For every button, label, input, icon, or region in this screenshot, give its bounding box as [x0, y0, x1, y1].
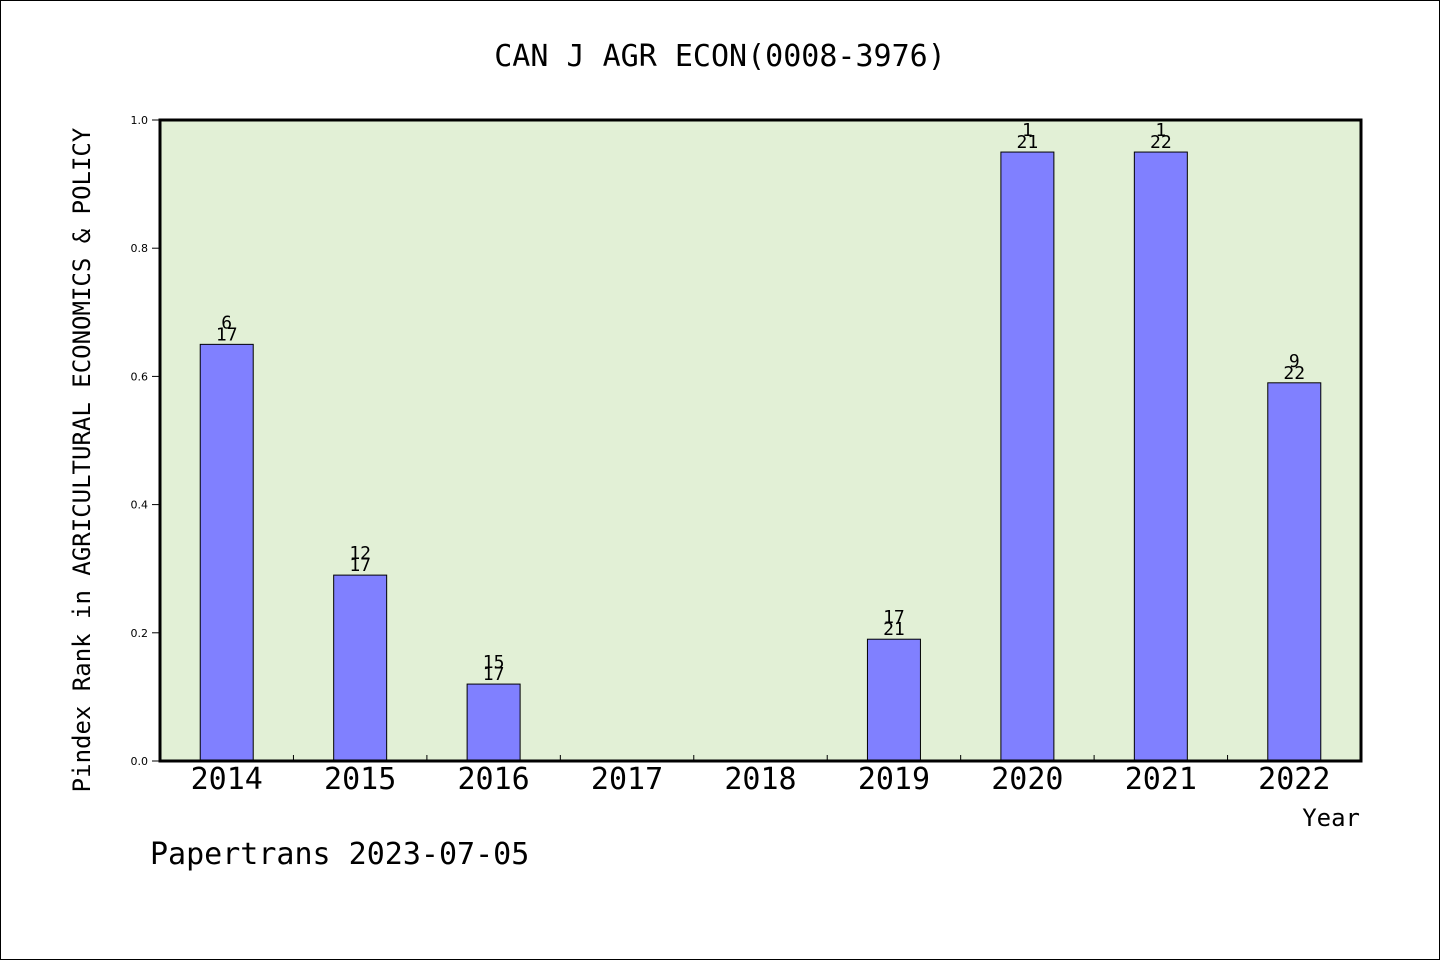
rank-label-2015: 12	[349, 543, 371, 564]
bar-2015	[333, 574, 388, 762]
x-tick-label-2016: 2016	[457, 762, 529, 797]
total-label-2016: 17	[483, 664, 505, 685]
y-tick-label-1.0: 1.0	[131, 114, 149, 127]
x-axis: 2014 2015 2016 2017 2018 2019 2020 2021 2022	[191, 755, 1330, 797]
y-tick-label-0.4: 0.4	[131, 499, 149, 512]
y-tick-label-0.0: 0.0	[131, 755, 149, 768]
y-axis: 0.0 0.2 0.4 0.6 0.8 1.0	[131, 114, 160, 768]
bar-2016	[466, 683, 521, 762]
footer-credit: Papertrans 2023-07-05	[150, 837, 529, 872]
total-label-2014: 17	[216, 324, 238, 345]
rank-label-2022: 9	[1289, 351, 1300, 372]
bar-2020	[1000, 151, 1055, 762]
x-tick-label-2020: 2020	[991, 762, 1063, 797]
y-tick-label-0.8: 0.8	[131, 242, 149, 255]
y-axis-label: Pindex Rank in AGRICULTURAL ECONOMICS & …	[68, 127, 96, 792]
x-tick-label-2022: 2022	[1258, 762, 1330, 797]
x-tick-label-2019: 2019	[858, 762, 930, 797]
bar-2019	[866, 638, 921, 762]
x-tick-label-2017: 2017	[591, 762, 663, 797]
rank-label-2020: 1	[1022, 120, 1033, 141]
y-tick-label-0.2: 0.2	[131, 627, 149, 640]
total-label-2020: 21	[1017, 132, 1039, 153]
bar-2022	[1267, 382, 1322, 762]
rank-label-2016: 15	[483, 652, 505, 673]
bar-2014	[199, 343, 254, 762]
x-tick-label-2015: 2015	[324, 762, 396, 797]
total-label-2021: 22	[1150, 132, 1172, 153]
plot-border	[158, 118, 1363, 763]
x-tick-label-2018: 2018	[724, 762, 796, 797]
total-label-2015: 17	[349, 555, 371, 576]
rank-label-2019: 17	[883, 607, 905, 628]
x-axis-label: Year	[1302, 804, 1360, 832]
rank-label-2014: 6	[221, 312, 232, 333]
bars-group	[199, 151, 1322, 762]
total-label-2022: 22	[1283, 363, 1305, 384]
bar-2021	[1133, 151, 1188, 762]
x-tick-label-2021: 2021	[1125, 762, 1197, 797]
x-tick-label-2014: 2014	[191, 762, 263, 797]
y-tick-label-0.6: 0.6	[131, 370, 149, 383]
rank-label-2021: 1	[1155, 120, 1166, 141]
total-label-2019: 21	[883, 619, 905, 640]
chart-title: CAN J AGR ECON(0008-3976)	[494, 39, 946, 74]
